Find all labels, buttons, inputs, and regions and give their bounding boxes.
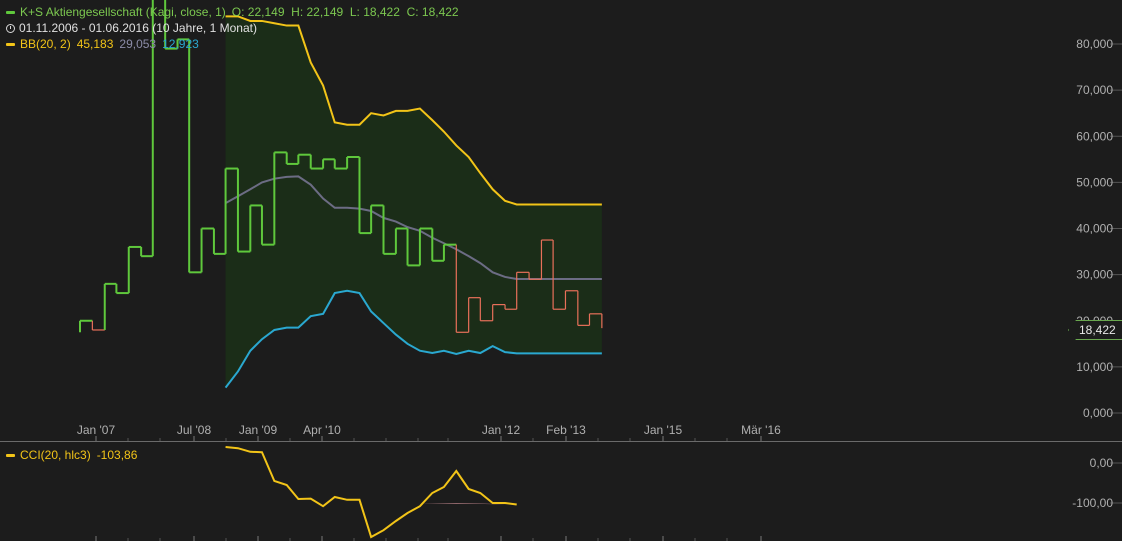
- cci-panel: [225, 446, 517, 539]
- legend-cci: CCI(20, hlc3) -103,86: [6, 447, 137, 463]
- y-tick-label: 10,000: [1076, 360, 1113, 374]
- y-tick-label: 80,000: [1076, 37, 1113, 51]
- y-tick-label: 30,000: [1076, 268, 1113, 282]
- cci-swatch-icon: [6, 454, 15, 458]
- bb-swatch-icon: [6, 43, 15, 47]
- legend-cci-label: CCI(20, hlc3): [20, 448, 91, 462]
- kagi-swatch-icon: [6, 11, 15, 15]
- legend-bb-label: BB(20, 2): [20, 37, 71, 51]
- cci-oversold-fill: [419, 503, 517, 505]
- bollinger-bands: [224, 15, 602, 389]
- legend-bb-upper: 45,183: [76, 37, 114, 51]
- y-tick-label: 40,000: [1076, 222, 1113, 236]
- y-tick-label: 50,000: [1076, 175, 1113, 189]
- legend-ohlc: O: 22,149 H: 22,149 L: 18,422 C: 18,422: [231, 5, 459, 19]
- x-tick-label: Feb '13: [546, 423, 586, 437]
- bb-upper-line: [225, 15, 602, 206]
- x-tick-label: Apr '10: [303, 423, 341, 437]
- legend-period: 01.11.2006 - 01.06.2016 (10 Jahre, 1 Mon…: [6, 20, 257, 36]
- x-tick-label: Jul '08: [177, 423, 212, 437]
- legend-bb: BB(20, 2) 45,183 29,053 12,923: [6, 36, 199, 52]
- legend-period-text: 01.11.2006 - 01.06.2016 (10 Jahre, 1 Mon…: [19, 21, 257, 35]
- x-tick-label: Jan '09: [239, 423, 278, 437]
- kagi-series: [79, 0, 603, 333]
- cci-line: [225, 446, 517, 539]
- clock-icon: [6, 24, 15, 33]
- x-tick-label: Jan '07: [77, 423, 116, 437]
- legend-bb-mid: 29,053: [119, 37, 157, 51]
- bb-lower-line: [224, 289, 602, 389]
- x-tick-label: Mär '16: [741, 423, 781, 437]
- y-tick-label: 60,000: [1076, 129, 1113, 143]
- legend-main-label: K+S Aktiengesellschaft (Kagi, close, 1): [20, 5, 226, 19]
- cci-tick-label: 0,00: [1090, 456, 1114, 470]
- x-tick-label: Jan '15: [644, 423, 683, 437]
- legend-main: K+S Aktiengesellschaft (Kagi, close, 1) O…: [6, 4, 459, 20]
- last-price-tag: 18,422: [1068, 320, 1122, 340]
- y-tick-label: 70,000: [1076, 83, 1113, 97]
- cci-tick-label: -100,00: [1072, 496, 1113, 510]
- axes: 0,00010,00020,00030,00040,00050,00060,00…: [0, 37, 1122, 541]
- x-tick-label: Jan '12: [482, 423, 521, 437]
- legend-cci-value: -103,86: [96, 448, 138, 462]
- legend-bb-lower: 12,923: [162, 37, 199, 51]
- y-tick-label: 0,000: [1083, 406, 1113, 420]
- bb-fill-area: [225, 16, 602, 388]
